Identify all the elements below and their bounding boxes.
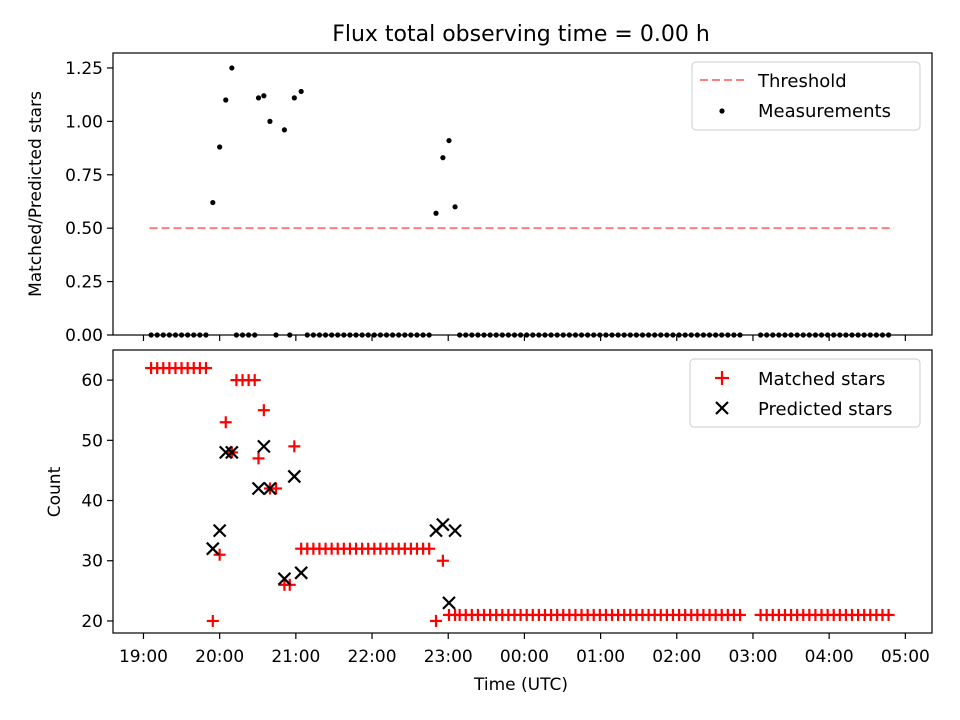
predicted-star-point (287, 469, 302, 484)
matched-star-point (423, 542, 436, 555)
bottom-xtick-label: 05:00 (881, 647, 930, 667)
measurement-point (229, 65, 235, 71)
measurement-point (433, 210, 439, 216)
predicted-star-point (294, 566, 308, 580)
bottom-ytick-label: 30 (81, 552, 103, 572)
top-ytick-label: 0.75 (65, 166, 103, 186)
bottom-ytick-label: 20 (81, 612, 103, 632)
measurement-point (452, 204, 458, 210)
measurement-point (291, 95, 297, 101)
bottom-xtick-label: 02:00 (652, 647, 701, 667)
top-ytick-label: 0.50 (65, 219, 103, 239)
matched-star-point (288, 440, 301, 453)
measurement-point (267, 118, 273, 124)
bottom-ytick-label: 50 (81, 431, 103, 451)
legend-threshold-label: Threshold (757, 71, 847, 92)
measurement-point (281, 127, 288, 133)
bottom-xtick-label: 01:00 (576, 647, 625, 667)
bottom-xtick-label: 04:00 (805, 647, 854, 667)
top-ytick-label: 0.25 (65, 273, 103, 293)
top-legend: Threshold Measurements (691, 61, 921, 131)
matched-star-point (213, 548, 226, 561)
bottom-xtick-label: 03:00 (728, 647, 777, 667)
predicted-star-point (218, 445, 233, 460)
measurement-point (223, 97, 229, 103)
chart-title: Flux total observing time = 0.00 h (332, 22, 710, 47)
matched-star-point (199, 362, 212, 375)
bottom-xtick-label: 19:00 (119, 647, 168, 667)
legend-measurements-swatch (719, 108, 725, 114)
bottom-x-ticks: 19:00 20:00 21:00 22:00 23:00 00:00 01:00 02:00… (119, 633, 930, 667)
matched-star-point (270, 482, 283, 495)
matched-star-point (219, 416, 232, 429)
measurement-point (210, 199, 216, 206)
top-ytick-label: 0.00 (65, 326, 103, 346)
predicted-star-point (277, 572, 292, 586)
matched-star-point (430, 614, 443, 627)
predicted-star-point (448, 523, 462, 538)
predicted-star-point (212, 523, 227, 538)
predicted-star-point (206, 541, 220, 556)
legend-matched-swatch (715, 371, 729, 385)
bottom-ytick-label: 40 (81, 492, 103, 512)
x-axis-label: Time (UTC) (473, 675, 568, 695)
predicted-star-point (436, 517, 450, 532)
count-points (145, 362, 895, 627)
bottom-axes-frame (112, 349, 933, 634)
bottom-xtick-label: 20:00 (195, 647, 244, 667)
bottom-panel: Count Time (UTC) 20 30 40 50 60 19:00 20:00 21… (45, 349, 933, 695)
top-axes-frame (112, 52, 933, 336)
matched-star-point (252, 452, 265, 465)
bottom-legend-box (689, 358, 921, 428)
matched-star-point (248, 374, 261, 387)
matched-star-point (206, 614, 219, 627)
matched-star-point (734, 608, 747, 621)
legend-measurements-label: Measurements (758, 101, 891, 122)
legend-predicted-label: Predicted stars (758, 399, 892, 420)
legend-matched-label: Matched stars (758, 369, 885, 390)
measurement-point (446, 137, 452, 144)
measurement-point (255, 95, 262, 101)
bottom-y-ticks: 20 30 40 50 60 (81, 371, 113, 632)
bottom-legend: Matched stars Predicted stars (689, 358, 921, 428)
top-ytick-label: 1.00 (65, 112, 103, 132)
bottom-y-axis-label: Count (45, 466, 65, 517)
predicted-star-point (225, 445, 239, 460)
measurement-point (217, 144, 223, 150)
predicted-star-point (442, 596, 456, 610)
matched-star-point (882, 608, 895, 621)
bottom-xtick-label: 23:00 (424, 647, 473, 667)
top-y-axis-label: Matched/Predicted stars (26, 91, 46, 297)
top-legend-box (691, 61, 921, 131)
top-y-ticks: 0.00 0.25 0.50 0.75 1.00 1.25 (65, 59, 113, 346)
measurement-point (440, 155, 446, 161)
bottom-xtick-label: 21:00 (271, 647, 320, 667)
matched-star-point (436, 554, 449, 567)
legend-predicted-swatch (715, 401, 729, 415)
predicted-star-point (251, 481, 266, 496)
predicted-star-point (263, 481, 277, 496)
measurement-point (261, 93, 267, 99)
predicted-star-point (257, 439, 271, 454)
top-ytick-label: 1.25 (65, 59, 103, 79)
measurement-point (298, 88, 304, 95)
matched-star-point (257, 404, 270, 417)
bottom-xtick-label: 22:00 (348, 647, 397, 667)
bottom-xtick-label: 00:00 (500, 647, 549, 667)
bottom-ytick-label: 60 (81, 371, 103, 391)
top-panel: Flux total observing time = 0.00 h Match… (26, 22, 933, 346)
